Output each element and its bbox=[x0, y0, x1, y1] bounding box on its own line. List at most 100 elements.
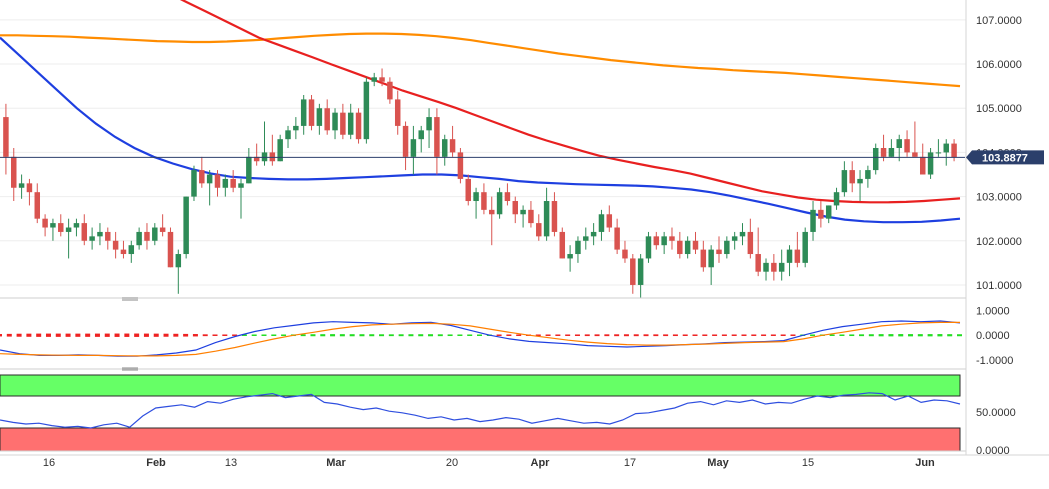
macd-histogram-bar bbox=[45, 333, 51, 337]
candle-body bbox=[300, 99, 307, 126]
macd-histogram-bar bbox=[339, 334, 345, 337]
candle-body bbox=[214, 174, 221, 188]
macd-histogram-bar bbox=[104, 333, 110, 337]
rsi-overbought-zone bbox=[0, 374, 961, 397]
macd-histogram-bar bbox=[300, 334, 306, 337]
candle-body bbox=[238, 183, 244, 188]
macd-histogram-bar bbox=[927, 334, 933, 337]
candle-body bbox=[426, 117, 432, 131]
candle-body bbox=[645, 236, 652, 259]
candle-body bbox=[473, 192, 479, 202]
candle-body bbox=[347, 112, 354, 135]
macd-histogram-bar bbox=[594, 334, 600, 337]
macd-histogram-bar bbox=[780, 334, 786, 336]
candle-body bbox=[786, 249, 793, 263]
macd-histogram-bar bbox=[496, 334, 502, 336]
macd-histogram-bar bbox=[477, 334, 482, 336]
candle-body bbox=[849, 170, 855, 184]
macd-lines bbox=[0, 320, 961, 357]
candle-body bbox=[50, 223, 56, 228]
macd-histogram-bar bbox=[672, 334, 678, 337]
rsi-zones bbox=[0, 374, 961, 452]
macd-histogram-bar bbox=[192, 334, 198, 337]
candle-body bbox=[285, 130, 291, 140]
candle-body bbox=[919, 156, 926, 175]
candle-body bbox=[559, 231, 566, 259]
candle-body bbox=[11, 156, 17, 188]
macd-histogram-bar bbox=[94, 333, 100, 337]
rsi-panel bbox=[0, 392, 961, 429]
date-tick-label: Jun bbox=[915, 457, 935, 469]
rsi-line-path bbox=[0, 392, 961, 429]
macd-histogram-bar bbox=[849, 334, 855, 337]
candle-body bbox=[763, 262, 769, 272]
macd-line bbox=[0, 321, 960, 357]
candle-body bbox=[73, 223, 80, 228]
candle-body bbox=[833, 192, 840, 206]
macd-histogram-bar bbox=[741, 334, 747, 336]
macd-axis: 1.0000 0.0000 -1.0000 bbox=[976, 306, 1013, 367]
macd-histogram-bar bbox=[574, 334, 580, 337]
candle-body bbox=[489, 209, 495, 215]
candle-body bbox=[167, 231, 174, 268]
price-tick-label: 102.0000 bbox=[976, 236, 1022, 248]
macd-histogram-bar bbox=[408, 334, 414, 337]
candle-body bbox=[536, 223, 542, 237]
macd-histogram-bar bbox=[320, 334, 326, 337]
macd-histogram-bar bbox=[0, 334, 2, 337]
panel-resize-handle[interactable] bbox=[122, 297, 138, 301]
candle-body bbox=[661, 236, 667, 246]
candle-body bbox=[308, 99, 315, 126]
candle-body bbox=[614, 227, 620, 250]
candle-body bbox=[324, 108, 330, 131]
macd-histogram-bar bbox=[614, 334, 620, 337]
date-tick-label: 15 bbox=[802, 457, 814, 469]
macd-histogram-bar bbox=[604, 334, 610, 337]
candle-body bbox=[622, 249, 628, 259]
candle-body bbox=[810, 209, 816, 232]
date-tick-label: May bbox=[707, 457, 729, 469]
candle-body bbox=[935, 152, 942, 154]
macd-histogram-bar bbox=[937, 334, 943, 337]
macd-histogram-bar bbox=[232, 334, 238, 336]
macd-histogram-bar bbox=[653, 334, 659, 337]
candle-body bbox=[481, 192, 487, 210]
panel-resize-handle[interactable] bbox=[122, 367, 138, 371]
macd-tick-label: -1.0000 bbox=[976, 355, 1013, 367]
macd-histogram-bar bbox=[163, 333, 169, 337]
macd-histogram-bar bbox=[859, 334, 865, 337]
macd-histogram-bar bbox=[839, 334, 845, 336]
candle-body bbox=[747, 231, 754, 255]
candle-body bbox=[872, 148, 879, 171]
price-tick-label: 107.0000 bbox=[976, 15, 1022, 27]
macd-histogram-bar bbox=[418, 334, 424, 337]
macd-histogram-bar bbox=[947, 334, 953, 337]
candle-body bbox=[708, 249, 714, 268]
macd-histogram-bar bbox=[702, 334, 708, 336]
candle-body bbox=[402, 125, 409, 157]
candle-body bbox=[316, 108, 323, 126]
candle-body bbox=[465, 178, 471, 202]
candle-body bbox=[496, 192, 503, 215]
candle-body bbox=[457, 152, 464, 179]
price-tick-label: 101.0000 bbox=[976, 280, 1022, 292]
macd-histogram-bar bbox=[183, 333, 189, 337]
macd-histogram-bar bbox=[917, 334, 923, 337]
candle-body bbox=[543, 201, 550, 237]
macd-histogram-bar bbox=[143, 333, 149, 337]
candle-body bbox=[700, 249, 707, 268]
macd-histogram-bar bbox=[85, 333, 91, 337]
moving-average-line bbox=[179, 0, 961, 204]
candle-body bbox=[332, 112, 338, 131]
moving-average-line bbox=[0, 32, 961, 88]
candle-body bbox=[771, 262, 777, 272]
price-tick-label: 103.0000 bbox=[976, 192, 1022, 204]
candle-body bbox=[191, 170, 197, 197]
candle-body bbox=[152, 227, 158, 241]
candle-body bbox=[755, 254, 761, 272]
price-panel bbox=[0, 0, 965, 299]
candle-body bbox=[3, 117, 9, 157]
date-tick-label: Feb bbox=[146, 457, 166, 469]
macd-histogram-bar bbox=[36, 333, 42, 337]
